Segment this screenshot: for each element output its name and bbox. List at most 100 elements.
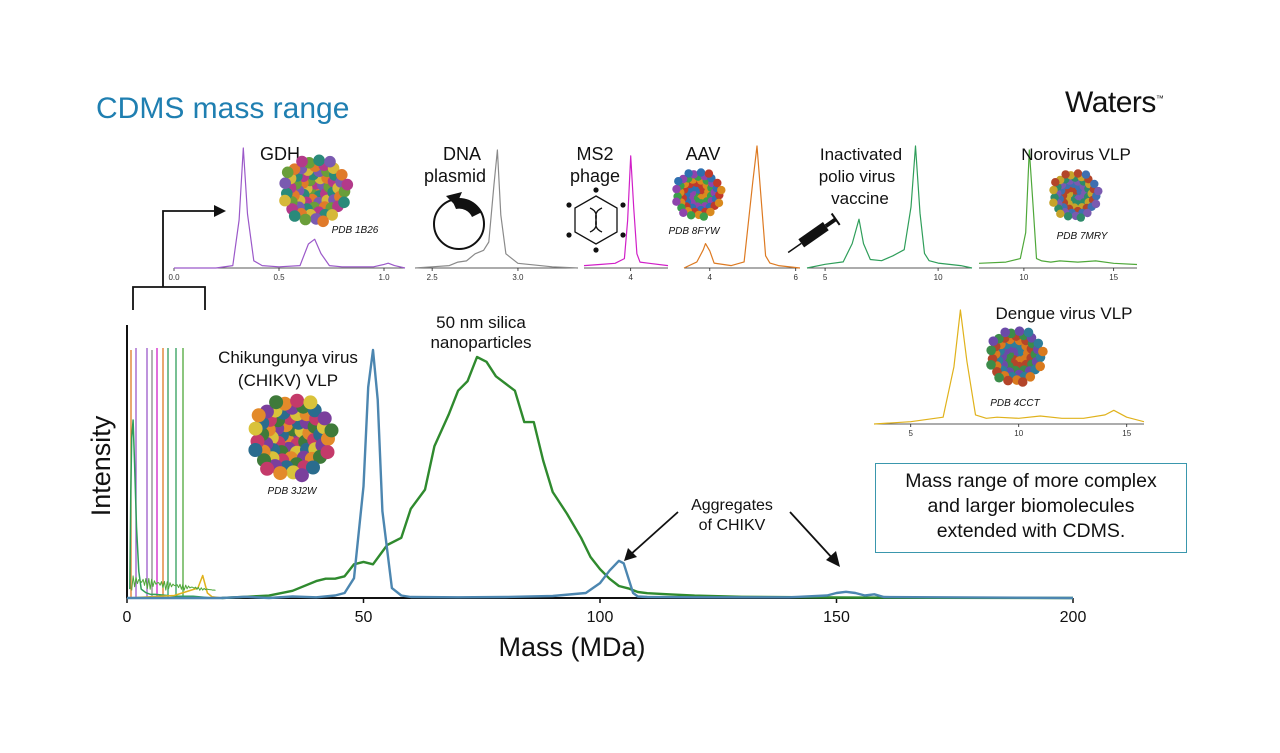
inset-title: plasmid [424, 166, 486, 186]
virus-subunit [1076, 213, 1086, 222]
virus-subunit [1049, 198, 1058, 207]
x-tick-label: 100 [587, 609, 614, 626]
x-axis-label: Mass (MDa) [499, 632, 646, 662]
virus-subunit [313, 154, 325, 167]
inset-trace [978, 149, 1138, 266]
chikv-label: Chikungunya virus [218, 348, 358, 367]
silica-trace [221, 355, 1074, 600]
inset-title: phage [570, 166, 620, 186]
phage-vertex-icon [566, 232, 572, 238]
callout-line: and larger biomolecules [927, 495, 1135, 517]
inset-x-tick-label: 10 [934, 273, 943, 282]
syringe-handle-icon [830, 212, 841, 226]
virus-subunit [1091, 199, 1101, 209]
virus-subunit [713, 178, 722, 188]
virus-subunit [706, 207, 715, 217]
virus-subunit [986, 345, 996, 356]
virus-subunit [279, 177, 292, 189]
virus-subunit [338, 196, 350, 209]
virus-subunit [686, 211, 696, 220]
virus-subunit [288, 210, 301, 222]
virus-subunit [1081, 170, 1091, 179]
virus-subunit [326, 209, 339, 221]
trademark-mark: ™ [1155, 94, 1164, 103]
brand-name: Waters [1065, 86, 1156, 119]
callout-line: extended with CDMS. [936, 520, 1126, 542]
virus-subunit [341, 178, 354, 191]
inset-trace [583, 155, 669, 267]
inset-x-tick-label: 0.0 [168, 273, 180, 282]
phage-vertex-icon [566, 202, 572, 208]
syringe-plunger-icon [824, 217, 837, 228]
inset-trace [174, 147, 406, 269]
inset-x-tick-label: 1.0 [378, 273, 390, 282]
phage-vertex-icon [593, 187, 599, 193]
x-tick-label: 200 [1060, 609, 1087, 626]
virus-subunit [269, 395, 284, 410]
inset-title: DNA [443, 144, 481, 164]
virus-subunit [260, 461, 275, 476]
virus-subunit [1051, 178, 1060, 187]
virus-subunit [317, 411, 332, 426]
inset-title: AAV [686, 144, 721, 164]
inset-trace [806, 145, 973, 269]
syringe-barrel-icon [798, 222, 829, 248]
inset-x-tick-label: 4 [628, 273, 633, 282]
inset-trace [414, 149, 579, 269]
inset-title: MS2 [576, 144, 613, 164]
plasmid-arrow-icon [446, 192, 462, 206]
virus-subunit [1014, 326, 1025, 337]
virus-subunit [988, 336, 999, 347]
syringe-needle-icon [787, 242, 802, 254]
virus-subunit [320, 445, 335, 460]
virus-subunit [1000, 327, 1010, 338]
inset-pdb-label: PDB 1B26 [332, 225, 379, 236]
callout-line: Mass range of more complex [905, 470, 1157, 492]
inset-x-tick-label: 10 [1014, 429, 1023, 438]
virus-structure-image [986, 326, 1048, 387]
virus-subunit [1023, 327, 1034, 338]
inset-x-tick-label: 0.5 [273, 273, 285, 282]
chikv-trace [127, 348, 1074, 600]
virus-subunit [317, 215, 329, 228]
page-title: CDMS mass range [96, 92, 350, 125]
virus-subunit [704, 169, 714, 178]
virus-subunit [1035, 361, 1045, 372]
virus-subunit [1073, 169, 1083, 178]
waters-logo: Waters™ [1065, 86, 1164, 120]
virus-subunit [986, 360, 996, 370]
virus-structure-image [672, 168, 726, 221]
x-tick-label: 50 [355, 609, 373, 626]
virus-subunit [1061, 170, 1070, 179]
phage-vertex-icon [620, 202, 626, 208]
aggregate-arrow-line [629, 511, 679, 556]
inset-title: vaccine [831, 189, 889, 208]
aggregates-label: of CHIKV [699, 517, 766, 534]
inset-trace [873, 309, 1145, 425]
inset-title: Norovirus VLP [1021, 145, 1131, 164]
virus-subunit [684, 169, 693, 178]
virus-subunit [1049, 185, 1058, 195]
virus-subunit [699, 212, 708, 221]
aggregates-label: Aggregates [691, 497, 773, 514]
virus-subunit [714, 198, 724, 208]
inset-pdb-label: PDB 4CCT [990, 398, 1040, 409]
silica-label: nanoparticles [430, 333, 531, 352]
inset-x-tick-label: 2.5 [427, 273, 439, 282]
virus-subunit [324, 423, 339, 438]
inset-x-tick-label: 3.0 [512, 273, 524, 282]
arrow-head-icon [826, 551, 840, 567]
virus-subunit [281, 166, 294, 179]
virus-subunit [1094, 186, 1103, 196]
virus-subunit [1090, 179, 1099, 189]
arrow-head-icon [624, 548, 637, 561]
virus-subunit [296, 155, 308, 168]
virus-subunit [251, 408, 266, 423]
arrow-head-icon [214, 205, 226, 217]
low-mass-noise-trace [131, 575, 216, 591]
inset-x-tick-label: 6 [793, 273, 798, 282]
phage-vertex-icon [620, 232, 626, 238]
protein-structure-image [279, 154, 354, 228]
y-axis-label: Intensity [86, 415, 116, 516]
zoom-arrow-line [162, 210, 215, 287]
